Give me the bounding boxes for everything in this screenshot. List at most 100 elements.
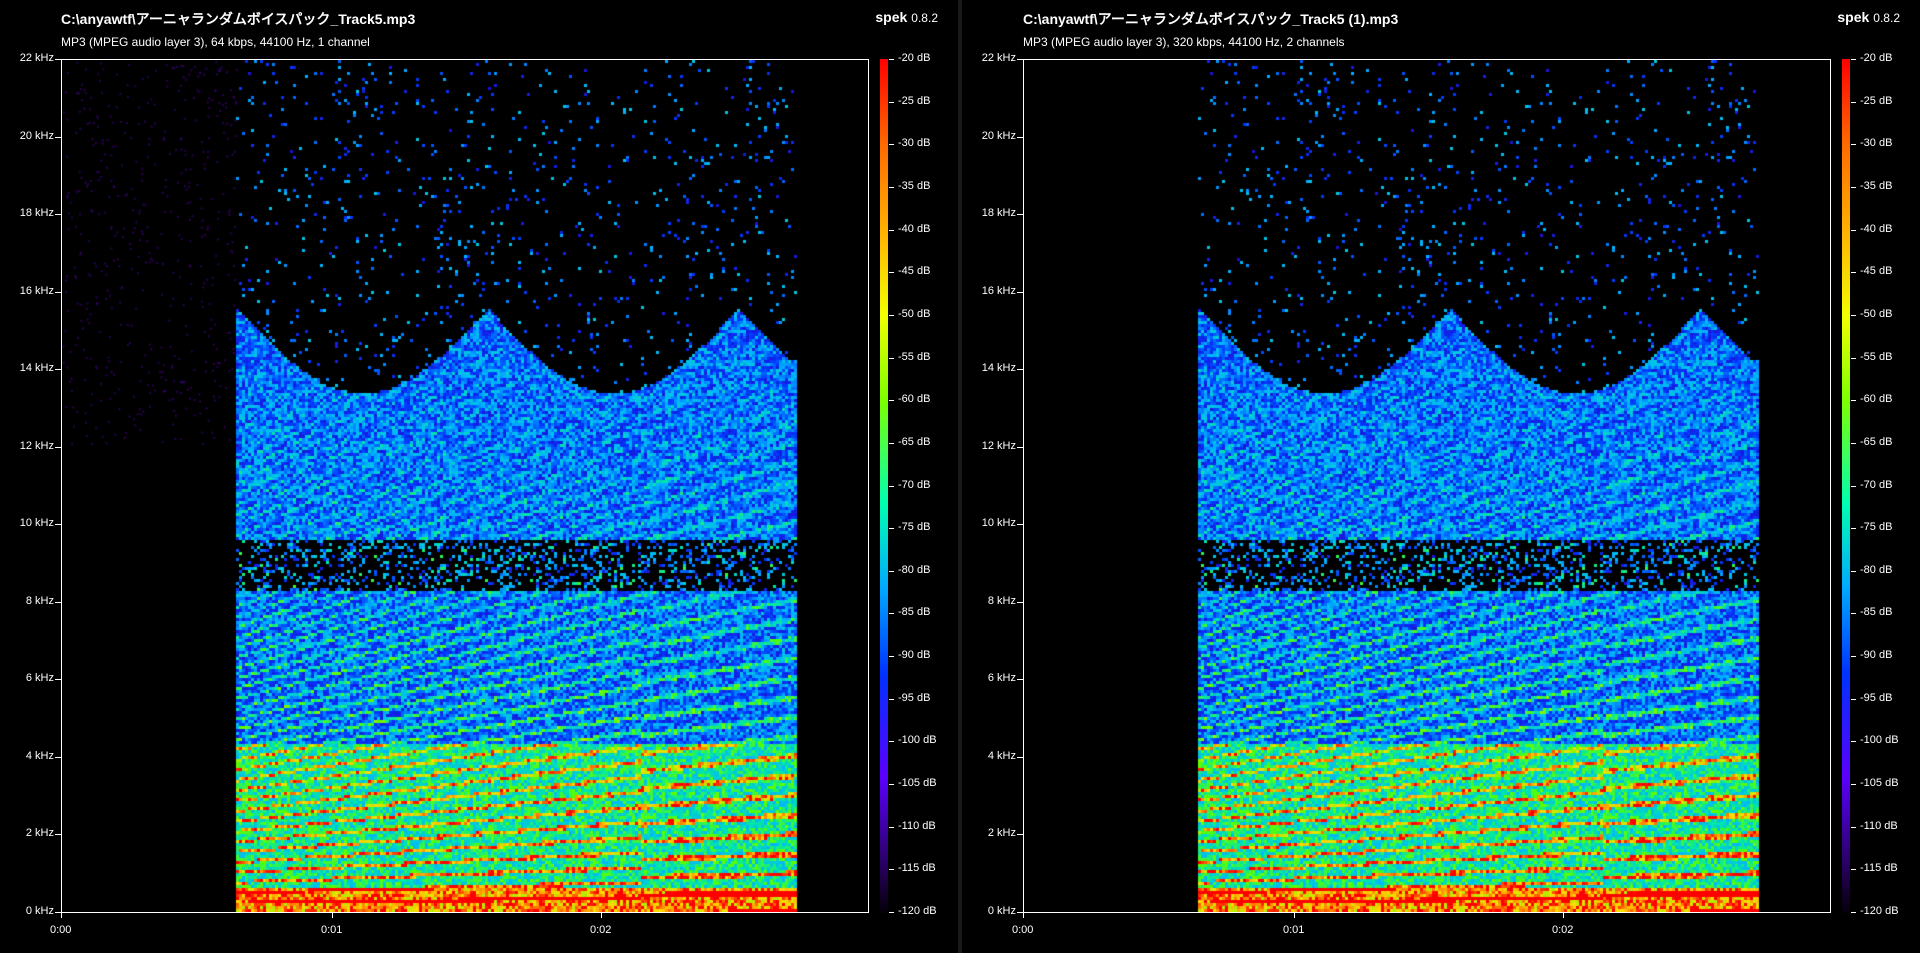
db-tick <box>1851 528 1856 530</box>
frequency-tick <box>1017 369 1023 371</box>
db-tick <box>889 442 894 444</box>
frequency-tick-label: 22 kHz <box>981 52 1016 64</box>
db-tick-label: -20 dB <box>898 52 931 64</box>
frequency-tick-label: 20 kHz <box>981 129 1016 142</box>
frequency-tick <box>1017 446 1023 448</box>
db-tick-label: -105 dB <box>1860 777 1899 790</box>
db-tick <box>1851 101 1856 103</box>
frequency-tick <box>1017 136 1023 138</box>
time-tick-label: 0:01 <box>1283 924 1305 936</box>
spectrogram-panel-right: C:\anyawtf\アーニャランダムボイスパック_Track5 (1).mp3… <box>962 0 1920 953</box>
frequency-tick <box>55 834 61 836</box>
db-colorbar <box>1842 59 1850 913</box>
time-tick-label: 0:02 <box>1552 924 1574 936</box>
db-tick <box>1851 912 1856 913</box>
db-tick-label: -80 dB <box>1860 563 1893 576</box>
db-tick <box>1851 357 1856 359</box>
app-name: spek <box>875 9 908 25</box>
db-tick <box>889 400 894 402</box>
db-tick-label: -75 dB <box>898 521 931 534</box>
db-tick <box>1851 59 1856 60</box>
frequency-tick <box>55 756 61 758</box>
frequency-tick-label: 20 kHz <box>19 129 54 142</box>
frequency-tick <box>55 369 61 371</box>
frequency-tick <box>1017 679 1023 681</box>
frequency-tick-label: 18 kHz <box>981 207 1016 220</box>
db-tick-label: -55 dB <box>1860 350 1893 363</box>
db-tick <box>1851 400 1856 402</box>
app-version: 0.8.2 <box>911 11 938 25</box>
frequency-tick-label: 16 kHz <box>981 284 1016 297</box>
db-tick-label: -65 dB <box>898 435 931 448</box>
db-tick <box>1851 741 1856 743</box>
db-tick-label: -85 dB <box>898 606 931 619</box>
frequency-tick <box>1017 601 1023 603</box>
app-name: spek <box>1837 9 1870 25</box>
file-info: MP3 (MPEG audio layer 3), 320 kbps, 4410… <box>1023 35 1345 49</box>
db-tick-label: -35 dB <box>1860 179 1893 192</box>
db-tick <box>1851 570 1856 572</box>
db-tick-label: -70 dB <box>898 478 931 491</box>
frequency-tick-label: 4 kHz <box>25 749 54 762</box>
app-version: 0.8.2 <box>1873 11 1900 25</box>
frequency-tick-label: 10 kHz <box>981 517 1016 530</box>
db-tick-label: -95 dB <box>898 691 931 704</box>
file-title: C:\anyawtf\アーニャランダムボイスパック_Track5.mp3 <box>61 11 416 27</box>
db-tick <box>1851 784 1856 786</box>
spectrogram-plot[interactable] <box>61 59 869 913</box>
db-tick-label: -40 dB <box>1860 222 1893 235</box>
frequency-tick <box>55 912 61 913</box>
frequency-tick <box>1017 912 1023 913</box>
spectrogram-plot[interactable] <box>1023 59 1831 913</box>
db-colorbar <box>880 59 888 913</box>
db-tick-label: -50 dB <box>898 307 931 320</box>
frequency-tick <box>55 679 61 681</box>
db-tick <box>1851 869 1856 871</box>
db-tick <box>889 741 894 743</box>
frequency-tick-label: 12 kHz <box>981 439 1016 452</box>
db-tick <box>889 357 894 359</box>
frequency-tick-label: 16 kHz <box>19 284 54 297</box>
db-tick <box>889 485 894 487</box>
frequency-tick-label: 14 kHz <box>19 362 54 375</box>
db-tick-label: -25 dB <box>898 94 931 107</box>
db-tick-label: -30 dB <box>1860 137 1893 150</box>
panel-divider <box>958 0 962 953</box>
frequency-tick <box>55 214 61 216</box>
db-tick-label: -35 dB <box>898 179 931 192</box>
spectrogram-canvas <box>62 60 868 912</box>
db-tick-label: -65 dB <box>1860 435 1893 448</box>
db-tick <box>889 698 894 700</box>
db-tick <box>1851 656 1856 658</box>
frequency-tick-label: 10 kHz <box>19 517 54 530</box>
time-tick-label: 0:02 <box>590 924 612 936</box>
db-tick-label: -55 dB <box>898 350 931 363</box>
db-tick <box>1851 186 1856 188</box>
db-tick <box>889 826 894 828</box>
frequency-tick-label: 2 kHz <box>987 827 1016 840</box>
db-tick-label: -60 dB <box>1860 393 1893 406</box>
frequency-tick-label: 4 kHz <box>987 749 1016 762</box>
frequency-tick <box>1017 214 1023 216</box>
db-tick-label: -30 dB <box>898 137 931 150</box>
db-tick-label: -100 dB <box>898 734 937 747</box>
db-tick <box>889 528 894 530</box>
time-tick <box>1294 913 1295 918</box>
file-title: C:\anyawtf\アーニャランダムボイスパック_Track5 (1).mp3 <box>1023 11 1399 27</box>
time-tick-label: 0:00 <box>1012 924 1034 936</box>
frequency-tick <box>1017 291 1023 293</box>
app-brand: spek 0.8.2 <box>1837 9 1900 25</box>
db-tick-label: -100 dB <box>1860 734 1899 747</box>
db-tick <box>1851 698 1856 700</box>
frequency-tick-label: 0 kHz <box>25 905 54 917</box>
db-tick <box>889 314 894 316</box>
spectrogram-canvas <box>1024 60 1830 912</box>
db-tick <box>889 59 894 60</box>
time-tick <box>332 913 333 918</box>
db-tick-label: -90 dB <box>1860 649 1893 662</box>
db-tick-label: -80 dB <box>898 563 931 576</box>
db-tick-label: -50 dB <box>1860 307 1893 320</box>
db-tick-label: -70 dB <box>1860 478 1893 491</box>
time-tick-label: 0:00 <box>50 924 72 936</box>
db-tick <box>889 912 894 913</box>
